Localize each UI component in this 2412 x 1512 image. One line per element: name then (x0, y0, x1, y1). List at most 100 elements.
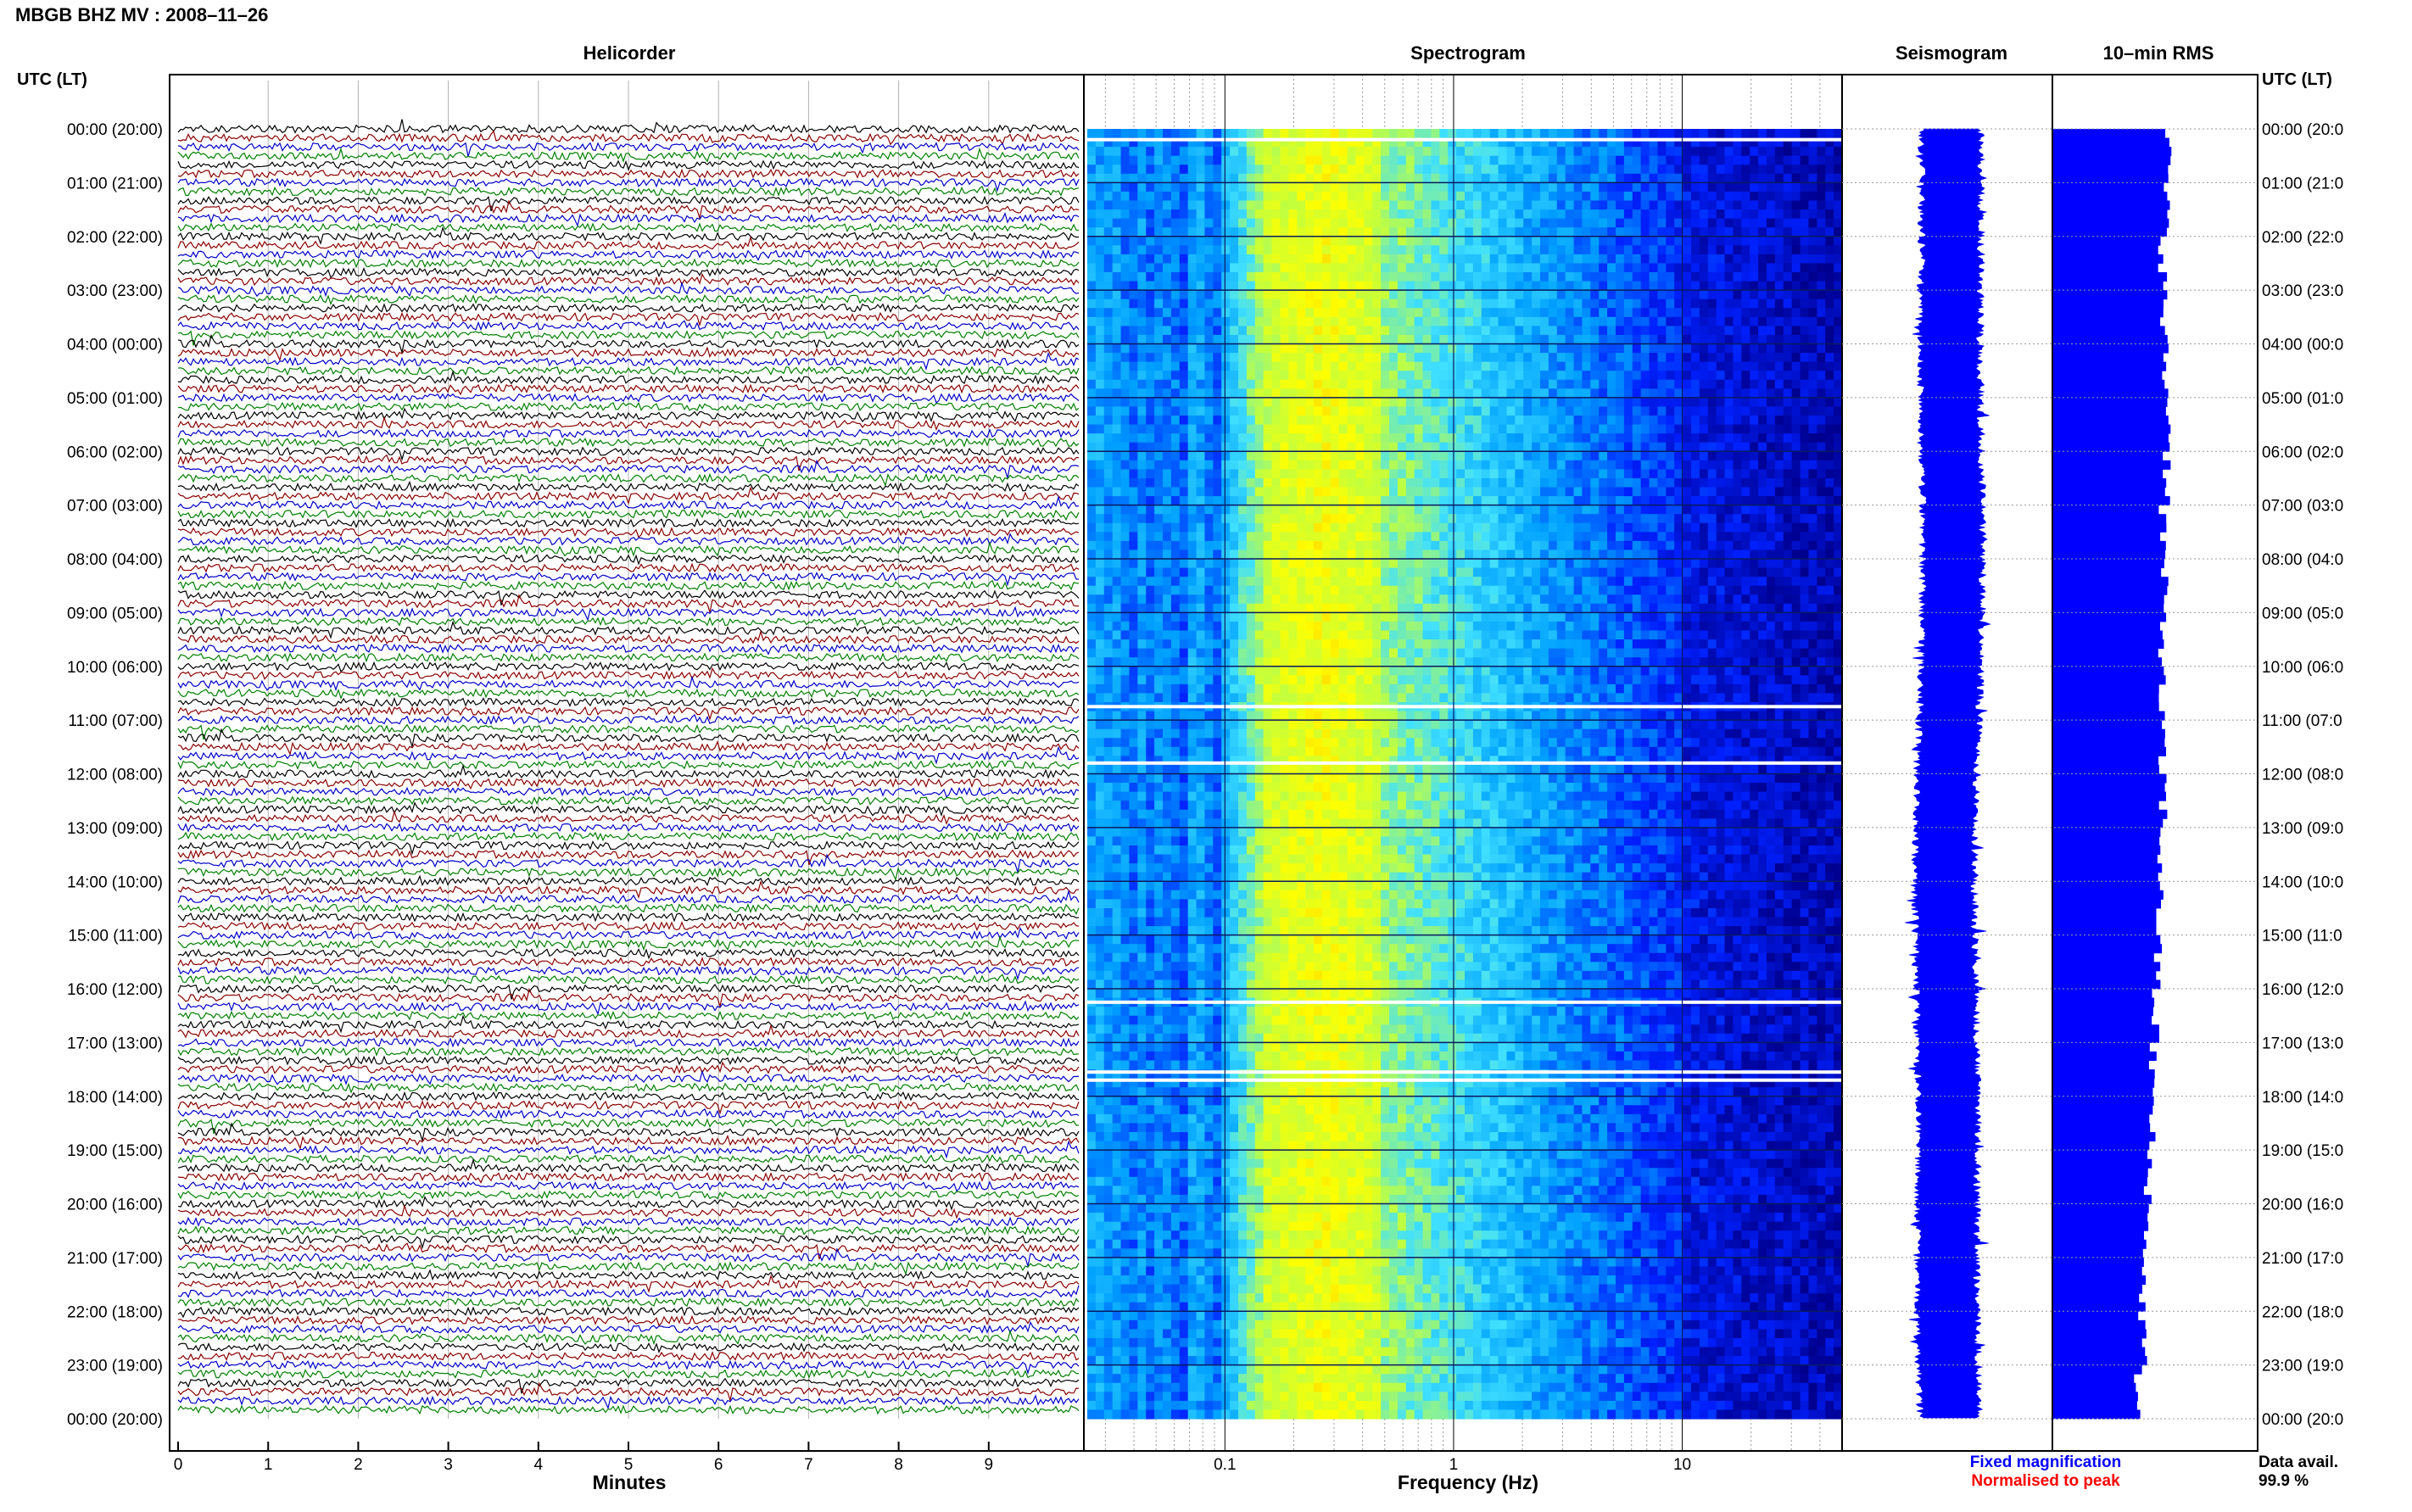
spectrogram-cell (1188, 1213, 1197, 1222)
spectrogram-cell (1180, 1275, 1188, 1285)
spectrogram-cell (1272, 908, 1281, 918)
spectrogram-cell (1087, 1061, 1096, 1070)
spectrogram-cell (1264, 918, 1272, 927)
spectrogram-cell (1272, 201, 1281, 210)
spectrogram-cell (1230, 1275, 1238, 1285)
spectrogram-cell (1297, 505, 1305, 515)
spectrogram-cell (1272, 863, 1281, 873)
spectrogram-cell (1348, 1401, 1356, 1410)
spectrogram-cell (1247, 765, 1255, 774)
spectrogram-cell (1348, 1293, 1356, 1303)
spectrogram-cell (1339, 192, 1348, 201)
spectrogram-cell (1221, 594, 1230, 604)
spectrogram-cell (1238, 532, 1247, 541)
spectrogram-cell (1137, 505, 1146, 515)
spectrogram-cell (1171, 371, 1180, 380)
spectrogram-cell (1322, 1347, 1331, 1357)
spectrogram-cell (1154, 1034, 1163, 1043)
spectrogram-cell (1339, 1186, 1348, 1195)
spectrogram-cell (1121, 1374, 1130, 1383)
spectrogram-cell (1137, 944, 1146, 953)
spectrogram-cell (1221, 1061, 1230, 1070)
spectrogram-cell (1280, 532, 1288, 541)
spectrogram-cell (1121, 908, 1130, 918)
spectrogram-cell (1204, 129, 1213, 138)
spectrogram-cell (1204, 1285, 1213, 1294)
spectrogram-cell (1288, 282, 1297, 291)
spectrogram-cell (1247, 989, 1255, 998)
spectrogram-cell (1163, 979, 1171, 989)
spectrogram-cell (1154, 443, 1163, 452)
spectrogram-cell (1188, 451, 1197, 460)
spectrogram-cell (1146, 514, 1154, 523)
spectrogram-cell (1129, 863, 1137, 873)
spectrogram-cell (1297, 944, 1305, 953)
spectrogram-cell (1129, 380, 1137, 389)
spectrogram-cell (1305, 371, 1314, 380)
spectrogram-cell (1288, 765, 1297, 774)
spectrogram-cell (1264, 201, 1272, 210)
spectrogram-cell (1280, 863, 1288, 873)
spectrogram-cell (1247, 881, 1255, 890)
spectrogram-cell (1364, 254, 1372, 264)
spectrogram-cell (1163, 201, 1171, 210)
spectrogram-cell (1247, 657, 1255, 667)
spectrogram-cell (1230, 1401, 1238, 1410)
spectrogram-cell (1188, 918, 1197, 927)
spectrogram-cell (1204, 1114, 1213, 1124)
spectrogram-cell (1264, 559, 1272, 568)
spectrogram-cell (1096, 1248, 1104, 1258)
spectrogram-cell (1163, 594, 1171, 604)
spectrogram-cell (1355, 935, 1364, 945)
spectrogram-cell (1264, 1114, 1272, 1124)
spectrogram-cell (1104, 890, 1113, 900)
spectrogram-cell (1255, 559, 1264, 568)
spectrogram-cell (1129, 1356, 1137, 1365)
spectrogram-cell (1238, 209, 1247, 219)
spectrogram-cell (1288, 1347, 1297, 1357)
spectrogram-cell (1197, 371, 1205, 380)
spectrogram-cell (1087, 469, 1096, 478)
spectrogram-cell (1247, 1248, 1255, 1258)
spectrogram-cell (1087, 1275, 1096, 1285)
spectrogram-cell (1364, 174, 1372, 183)
spectrogram-cell (1230, 989, 1238, 998)
spectrogram-cell (1280, 182, 1288, 192)
spectrogram-cell (1364, 237, 1372, 246)
spectrogram-cell (1121, 684, 1130, 694)
spectrogram-cell (1348, 1177, 1356, 1186)
spectrogram-cell (1305, 1258, 1314, 1267)
spectrogram-cell (1288, 541, 1297, 550)
spectrogram-cell (1297, 568, 1305, 577)
spectrogram-cell (1137, 1409, 1146, 1419)
spectrogram-cell (1104, 1222, 1113, 1231)
spectrogram-cell (1322, 1392, 1331, 1401)
spectrogram-cell (1154, 953, 1163, 962)
spectrogram-cell (1339, 649, 1348, 658)
spectrogram-cell (1113, 182, 1121, 192)
spectrogram-cell (1171, 604, 1180, 613)
spectrogram-cell (1096, 657, 1104, 667)
spectrogram-cell (1339, 523, 1348, 533)
spectrogram-cell (1280, 1293, 1288, 1303)
spectrogram-cell (1314, 818, 1322, 828)
spectrogram-cell (1180, 747, 1188, 756)
spectrogram-cell (1322, 505, 1331, 515)
spectrogram-cell (1146, 935, 1154, 945)
spectrogram-cell (1297, 935, 1305, 945)
spectrogram-cell (1297, 783, 1305, 792)
spectrogram-cell (1238, 675, 1247, 684)
spectrogram-cell (1348, 317, 1356, 326)
spectrogram-cell (1247, 1392, 1255, 1401)
spectrogram-cell (1264, 1159, 1272, 1169)
spectrogram-cell (1171, 1177, 1180, 1186)
spectrogram-cell (1213, 568, 1221, 577)
spectrogram-cell (1288, 219, 1297, 228)
spectrogram-cell (1197, 523, 1205, 533)
spectrogram-cell (1339, 1016, 1348, 1025)
spectrogram-cell (1255, 1275, 1264, 1285)
spectrogram-cell (1288, 828, 1297, 837)
spectrogram-cell (1146, 1347, 1154, 1357)
spectrogram-cell (1121, 649, 1130, 658)
spectrogram-cell (1305, 729, 1314, 739)
